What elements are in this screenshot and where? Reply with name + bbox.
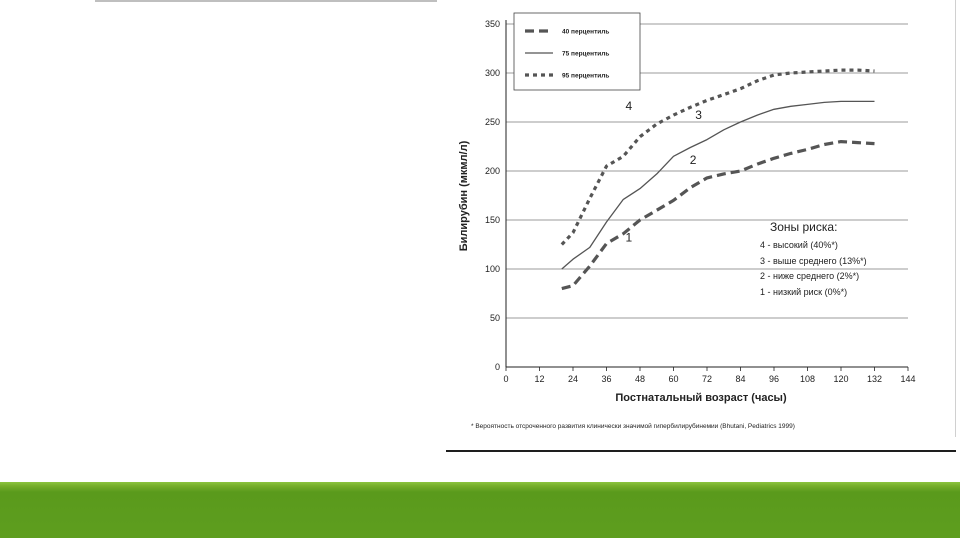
legend-label: 40 перцентиль [562, 29, 609, 36]
y-tick-label: 50 [490, 313, 500, 323]
y-tick-label: 0 [495, 362, 500, 372]
x-tick-label: 72 [702, 374, 712, 384]
legend: 40 перцентиль 75 перцентиль 95 перцентиль [513, 12, 641, 91]
x-tick-label: 12 [534, 374, 544, 384]
top-divider-line [95, 0, 437, 2]
curve-number-label: 1 [625, 231, 632, 245]
curve-labels: 4 3 2 1 [625, 99, 702, 244]
x-tick-label: 132 [867, 374, 882, 384]
x-tick-label: 84 [735, 374, 745, 384]
curve-number-label: 2 [690, 153, 697, 167]
risk-zone-item: 1 - низкий риск (0%*) [760, 287, 847, 297]
footer-green-band [0, 482, 960, 538]
x-tick-label: 36 [601, 374, 611, 384]
x-tick-label: 120 [833, 374, 848, 384]
series-95-percentile-line [560, 68, 875, 246]
footnote: * Вероятность отсроченного развития клин… [471, 422, 795, 430]
y-axis-title: Билирубин (мкмл/л) [458, 140, 470, 251]
y-tick-label: 250 [485, 117, 500, 127]
legend-label: 95 перцентиль [562, 73, 609, 80]
risk-zone-item: 4 - высокий (40%*) [760, 240, 838, 250]
y-tick-label: 350 [485, 19, 500, 29]
x-tick-label: 24 [568, 374, 578, 384]
y-tick-label: 200 [485, 166, 500, 176]
x-tick-label: 60 [668, 374, 678, 384]
risk-zones-title: Зоны риска: [770, 220, 837, 234]
x-tick-label: 108 [800, 374, 815, 384]
x-tick-label: 0 [503, 374, 508, 384]
risk-zones-annotation: Зоны риска: 4 - высокий (40%*) 3 - выше … [760, 220, 867, 297]
legend-label: 75 перцентиль [562, 51, 609, 58]
bottom-divider-line [446, 450, 956, 452]
risk-zone-item: 3 - выше среднего (13%*) [760, 256, 867, 266]
x-axis-title: Постнатальный возраст (часы) [615, 392, 787, 404]
y-tick-label: 300 [485, 68, 500, 78]
legend-box [513, 12, 641, 91]
x-tick-label: 144 [900, 374, 915, 384]
figure-frame [446, 0, 956, 437]
x-tick-label: 48 [635, 374, 645, 384]
y-tick-label: 150 [485, 215, 500, 225]
y-tick-label: 100 [485, 264, 500, 274]
series-layer [560, 68, 875, 291]
series-75-percentile-line [561, 100, 875, 270]
x-tick-label: 96 [769, 374, 779, 384]
curve-number-label: 4 [625, 99, 632, 113]
series-40-percentile-line [561, 140, 875, 291]
risk-zone-item: 2 - ниже среднего (2%*) [760, 271, 859, 281]
curve-number-label: 3 [695, 108, 702, 122]
